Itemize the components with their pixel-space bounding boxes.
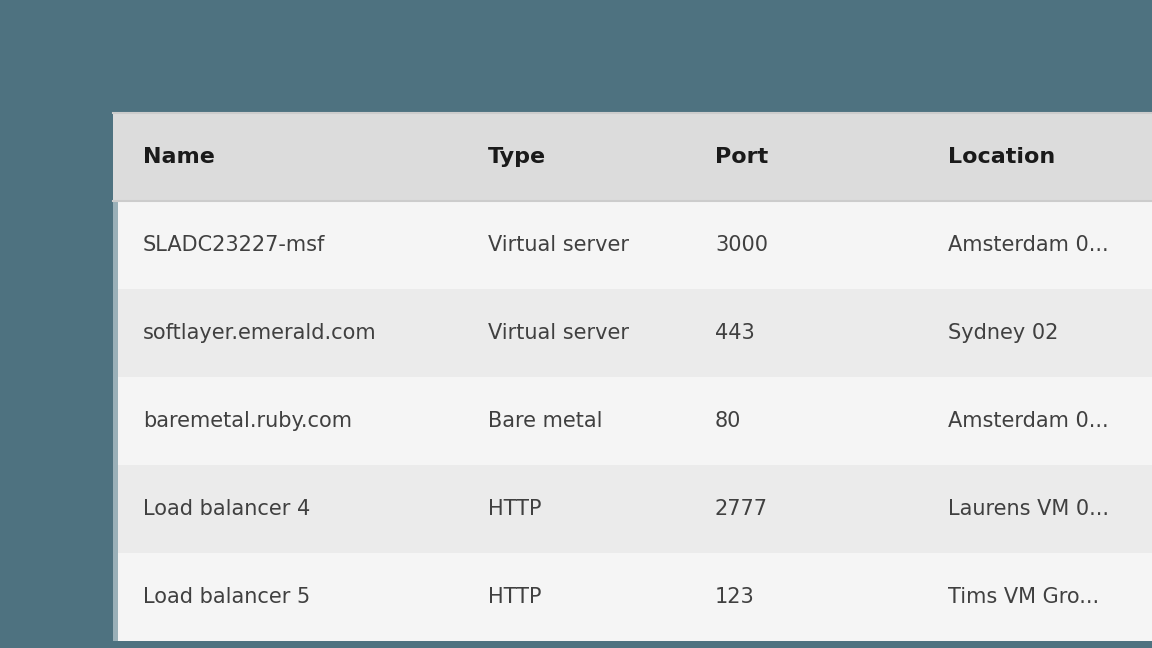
Text: Load balancer 5: Load balancer 5 — [143, 587, 310, 607]
Bar — [113, 553, 118, 641]
Text: Amsterdam 0...: Amsterdam 0... — [948, 411, 1108, 431]
Text: Sydney 02: Sydney 02 — [948, 323, 1059, 343]
Text: Location: Location — [948, 147, 1055, 167]
Text: Type: Type — [488, 147, 546, 167]
Text: HTTP: HTTP — [488, 587, 541, 607]
Bar — [113, 465, 118, 553]
Text: Virtual server: Virtual server — [488, 235, 629, 255]
Bar — [113, 113, 1152, 201]
Bar — [113, 377, 118, 465]
Text: 2777: 2777 — [715, 499, 768, 519]
Text: Bare metal: Bare metal — [488, 411, 602, 431]
Text: Laurens VM 0...: Laurens VM 0... — [948, 499, 1109, 519]
Text: Virtual server: Virtual server — [488, 323, 629, 343]
Bar — [113, 465, 1152, 553]
Text: HTTP: HTTP — [488, 499, 541, 519]
Text: Port: Port — [715, 147, 768, 167]
Text: softlayer.emerald.com: softlayer.emerald.com — [143, 323, 377, 343]
Bar — [113, 201, 118, 289]
Text: Load balancer 4: Load balancer 4 — [143, 499, 310, 519]
Text: 443: 443 — [715, 323, 755, 343]
Text: 80: 80 — [715, 411, 742, 431]
Text: baremetal.ruby.com: baremetal.ruby.com — [143, 411, 353, 431]
Bar — [113, 289, 1152, 377]
Bar — [113, 201, 1152, 289]
Text: Amsterdam 0...: Amsterdam 0... — [948, 235, 1108, 255]
Text: 3000: 3000 — [715, 235, 768, 255]
Text: 123: 123 — [715, 587, 755, 607]
Bar — [113, 113, 1152, 641]
Text: Name: Name — [143, 147, 215, 167]
Bar — [113, 553, 1152, 641]
Text: SLADC23227-msf: SLADC23227-msf — [143, 235, 325, 255]
Bar — [113, 377, 1152, 465]
Text: Tims VM Gro...: Tims VM Gro... — [948, 587, 1099, 607]
Bar — [113, 289, 118, 377]
